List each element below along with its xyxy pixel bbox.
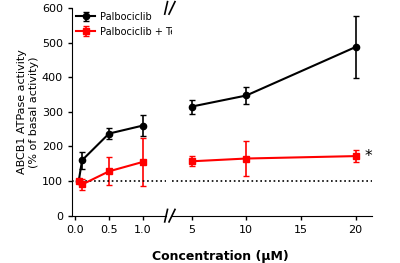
Legend: Palbociclib, Palbociclib + Tepotinib 3 μM: Palbociclib, Palbociclib + Tepotinib 3 μ… — [72, 8, 242, 41]
Y-axis label: ABCB1 ATPase activity
(% of basal activity): ABCB1 ATPase activity (% of basal activi… — [18, 49, 39, 174]
Text: Concentration (μM): Concentration (μM) — [152, 250, 288, 263]
Text: *: * — [364, 149, 372, 164]
